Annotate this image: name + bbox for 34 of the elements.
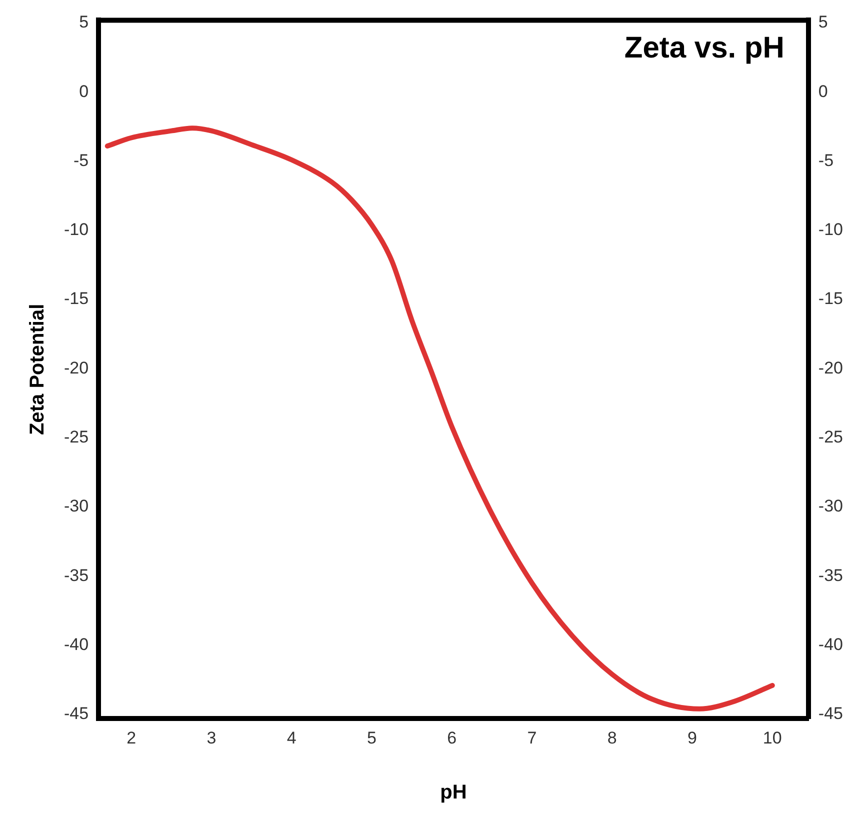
x-axis-title: pH: [440, 782, 467, 804]
y2-tick-label: -40: [818, 634, 844, 654]
x-tick-label: 9: [688, 728, 697, 748]
y-tick-label: -45: [64, 704, 89, 724]
x-tick-label: 2: [126, 728, 136, 748]
y-tick-label: -20: [64, 358, 89, 378]
y2-tick-label: -15: [818, 289, 844, 308]
y-tick-label: 0: [79, 82, 89, 101]
x-tick-label: 4: [286, 728, 296, 748]
x-tick-label: 8: [607, 728, 617, 748]
text: Zeta vs. pH: [624, 31, 784, 64]
y2-tick-label: 0: [818, 82, 828, 101]
y-tick-label: -10: [64, 220, 89, 240]
y2-tick-label: -10: [818, 220, 844, 240]
x-tick-label: 5: [367, 728, 377, 748]
y-tick-label: 5: [79, 12, 89, 32]
y2-tick-label: -25: [818, 428, 844, 447]
y2-tick-label: -45: [818, 704, 844, 724]
x-tick-label: 6: [447, 728, 457, 748]
y-tick-label: -30: [64, 496, 89, 516]
x-tick-label: 10: [762, 728, 782, 748]
y2-tick-label: -30: [818, 496, 844, 516]
y-tick-label: -25: [64, 428, 89, 447]
y-tick-label: -5: [73, 150, 89, 170]
x-tick-label: 3: [206, 728, 216, 748]
y-axis-title: Zeta Potential: [26, 304, 49, 435]
y-tick-label: -15: [64, 289, 89, 308]
y-tick-label: -35: [64, 566, 89, 585]
y2-tick-label: 5: [818, 12, 828, 32]
y2-tick-label: -35: [818, 566, 844, 585]
x-tick-label: 7: [527, 728, 537, 748]
y2-tick-label: -20: [818, 358, 844, 378]
y2-tick-label: -5: [818, 150, 834, 170]
y-tick-label: -40: [64, 634, 89, 654]
